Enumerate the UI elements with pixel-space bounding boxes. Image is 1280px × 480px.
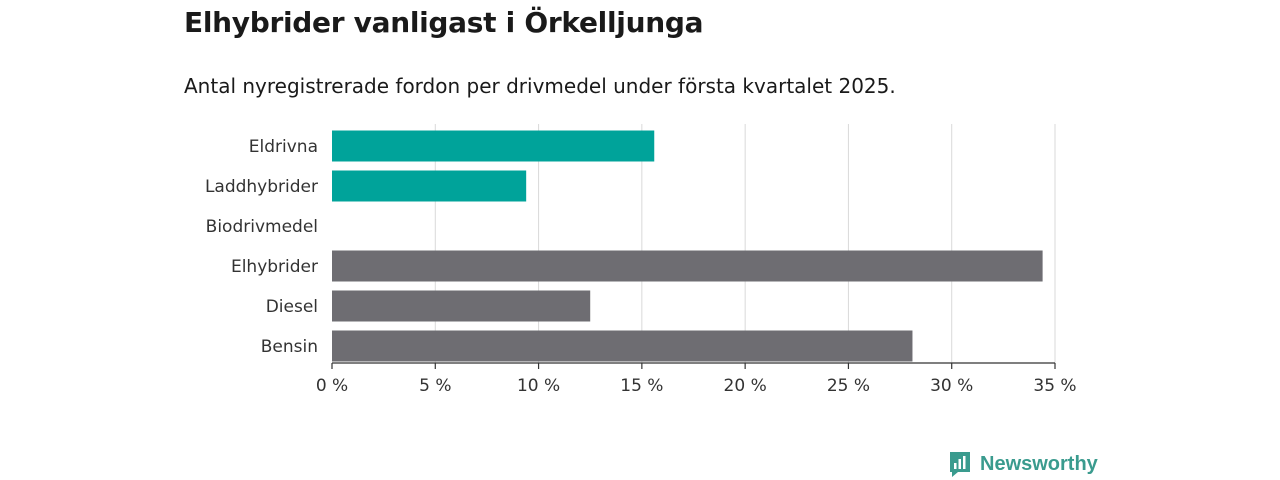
bar — [332, 130, 655, 162]
category-label: Eldrivna — [249, 137, 318, 157]
category-label: Elhybrider — [231, 257, 318, 277]
x-tick-label: 30 % — [930, 376, 973, 396]
newsworthy-logo-icon — [950, 452, 970, 477]
x-tick-label: 5 % — [419, 376, 451, 396]
brand-name: Newsworthy — [980, 452, 1098, 475]
x-tick-label: 25 % — [827, 376, 870, 396]
x-tick-label: 35 % — [1033, 376, 1076, 396]
category-label: Biodrivmedel — [206, 217, 318, 237]
brand-logo: Newsworthy — [948, 450, 1098, 478]
x-tick-label: 15 % — [620, 376, 663, 396]
category-label: Diesel — [266, 297, 318, 317]
bar — [332, 290, 591, 322]
x-tick-label: 0 % — [316, 376, 348, 396]
bar — [332, 250, 1043, 282]
x-tick-label: 10 % — [517, 376, 560, 396]
category-label: Bensin — [261, 337, 318, 357]
chart-title: Elhybrider vanligast i Örkelljunga — [184, 6, 704, 39]
bar — [332, 330, 913, 362]
category-label: Laddhybrider — [205, 177, 318, 197]
bar — [332, 170, 527, 202]
x-tick-label: 20 % — [724, 376, 767, 396]
chart-subtitle: Antal nyregistrerade fordon per drivmede… — [184, 74, 896, 98]
bar-chart: Eldrivna Laddhybrider Biodrivmedel Elhybrid… — [205, 124, 1077, 396]
